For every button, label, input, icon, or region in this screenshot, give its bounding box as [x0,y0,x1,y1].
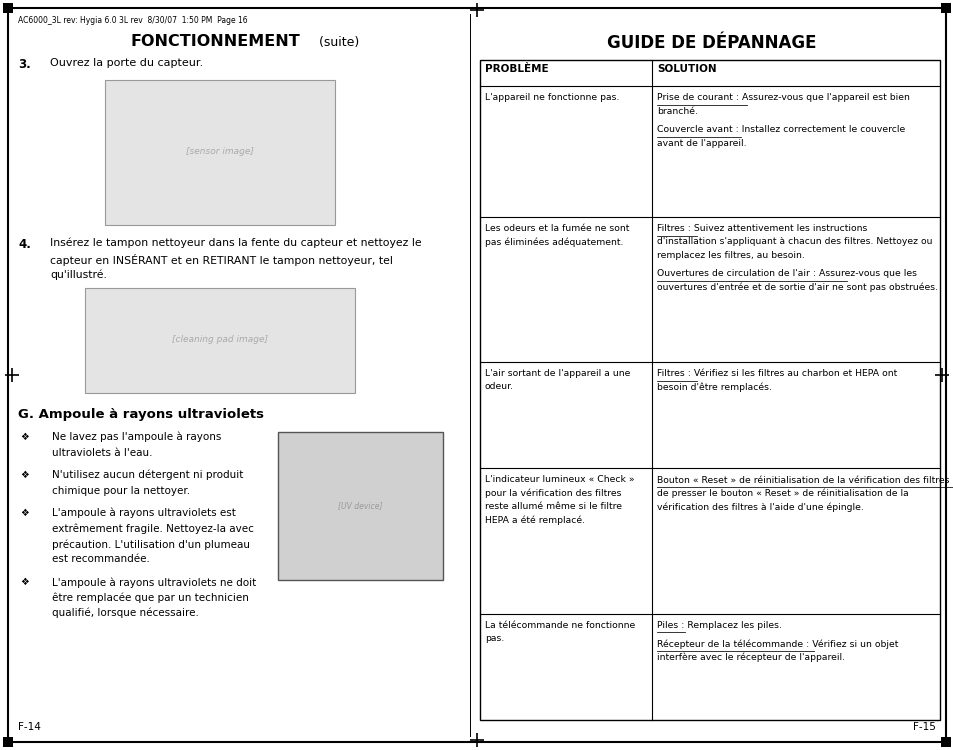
Text: L'ampoule à rayons ultraviolets ne doit: L'ampoule à rayons ultraviolets ne doit [52,577,256,587]
Text: L'indicateur lumineux « Check »: L'indicateur lumineux « Check » [484,476,634,484]
Text: ultraviolets à l'eau.: ultraviolets à l'eau. [52,448,152,458]
Text: Filtres : Vérifiez si les filtres au charbon et HEPA ont: Filtres : Vérifiez si les filtres au cha… [657,369,897,378]
Text: L'ampoule à rayons ultraviolets est: L'ampoule à rayons ultraviolets est [52,508,235,518]
Text: être remplacée que par un technicien: être remplacée que par un technicien [52,592,249,603]
Text: pour la vérification des filtres: pour la vérification des filtres [484,489,620,498]
Bar [85,288,355,393]
Text: 4.: 4. [18,238,30,251]
Text: Piles : Remplacez les piles.: Piles : Remplacez les piles. [657,620,781,629]
Text: Les odeurs et la fumée ne sont: Les odeurs et la fumée ne sont [484,224,629,232]
Text: [sensor image]: [sensor image] [186,148,253,157]
Text: Prise de courant : Assurez-vous que l'appareil est bien: Prise de courant : Assurez-vous que l'ap… [657,93,909,102]
Bar [3,737,13,747]
Text: ouvertures d'entrée et de sortie d'air ne sont pas obstruées.: ouvertures d'entrée et de sortie d'air n… [657,283,938,292]
Text: ❖: ❖ [20,470,29,480]
Text: [cleaning pad image]: [cleaning pad image] [172,335,268,344]
Text: pas éliminées adéquatement.: pas éliminées adéquatement. [484,237,622,247]
Text: ❖: ❖ [20,577,29,587]
Text: SOLUTION: SOLUTION [657,64,717,74]
Text: avant de l'appareil.: avant de l'appareil. [657,139,746,148]
Text: odeur.: odeur. [484,382,514,392]
Text: Ouvrez la porte du capteur.: Ouvrez la porte du capteur. [50,58,203,68]
Text: Ouvertures de circulation de l'air : Assurez-vous que les: Ouvertures de circulation de l'air : Ass… [657,269,917,278]
Text: [UV device]: [UV device] [337,502,382,511]
Text: vérification des filtres à l'aide d'une épingle.: vérification des filtres à l'aide d'une … [657,503,863,512]
Text: Filtres : Suivez attentivement les instructions: Filtres : Suivez attentivement les instr… [657,224,867,232]
Text: précaution. L'utilisation d'un plumeau: précaution. L'utilisation d'un plumeau [52,539,250,550]
Text: La télécommande ne fonctionne: La télécommande ne fonctionne [484,620,635,629]
Text: HEPA a été remplacé.: HEPA a été remplacé. [484,516,584,525]
Text: de presser le bouton « Reset » de réinitialisation de la: de presser le bouton « Reset » de réinit… [657,489,908,498]
Bar [105,80,335,225]
Text: chimique pour la nettoyer.: chimique pour la nettoyer. [52,485,190,496]
Text: 3.: 3. [18,58,30,71]
Bar [277,432,442,580]
Text: reste allumé même si le filtre: reste allumé même si le filtre [484,503,621,512]
Text: FONCTIONNEMENT: FONCTIONNEMENT [130,34,299,49]
Text: L'appareil ne fonctionne pas.: L'appareil ne fonctionne pas. [484,93,618,102]
Text: interfère avec le récepteur de l'appareil.: interfère avec le récepteur de l'apparei… [657,652,844,662]
Text: branché.: branché. [657,106,698,116]
Text: GUIDE DE DÉPANNAGE: GUIDE DE DÉPANNAGE [607,34,816,52]
Text: (suite): (suite) [314,36,359,49]
Text: Couvercle avant : Installez correctement le couvercle: Couvercle avant : Installez correctement… [657,125,904,134]
Text: Insérez le tampon nettoyeur dans la fente du capteur et nettoyez le: Insérez le tampon nettoyeur dans la fent… [50,238,421,248]
Bar [940,3,950,13]
Text: Bouton « Reset » de réinitialisation de la vérification des filtres : Après avoi: Bouton « Reset » de réinitialisation de … [657,476,953,484]
Text: PROBLÈME: PROBLÈME [484,64,548,74]
Text: Récepteur de la télécommande : Vérifiez si un objet: Récepteur de la télécommande : Vérifiez … [657,639,898,649]
Text: extrêmement fragile. Nettoyez-la avec: extrêmement fragile. Nettoyez-la avec [52,524,253,534]
Bar [479,60,939,720]
Text: AC6000_3L rev: Hygia 6.0 3L rev  8/30/07  1:50 PM  Page 16: AC6000_3L rev: Hygia 6.0 3L rev 8/30/07 … [18,16,248,25]
Text: ❖: ❖ [20,508,29,518]
Text: besoin d'être remplacés.: besoin d'être remplacés. [657,382,772,392]
Text: est recommandée.: est recommandée. [52,554,150,565]
Bar [940,737,950,747]
Bar [3,3,13,13]
Text: remplacez les filtres, au besoin.: remplacez les filtres, au besoin. [657,251,804,260]
Text: Ne lavez pas l'ampoule à rayons: Ne lavez pas l'ampoule à rayons [52,432,221,442]
Text: L'air sortant de l'appareil a une: L'air sortant de l'appareil a une [484,369,630,378]
Text: F-14: F-14 [18,722,41,732]
Text: pas.: pas. [484,634,504,643]
Text: qu'illustré.: qu'illustré. [50,270,107,280]
Text: ❖: ❖ [20,432,29,442]
Text: capteur en INSÉRANT et en RETIRANT le tampon nettoyeur, tel: capteur en INSÉRANT et en RETIRANT le ta… [50,254,393,266]
Text: qualifié, lorsque nécessaire.: qualifié, lorsque nécessaire. [52,608,198,619]
Text: d'installation s'appliquant à chacun des filtres. Nettoyez ou: d'installation s'appliquant à chacun des… [657,237,932,246]
Text: F-15: F-15 [912,722,935,732]
Text: G. Ampoule à rayons ultraviolets: G. Ampoule à rayons ultraviolets [18,408,264,421]
Text: N'utilisez aucun détergent ni produit: N'utilisez aucun détergent ni produit [52,470,243,481]
